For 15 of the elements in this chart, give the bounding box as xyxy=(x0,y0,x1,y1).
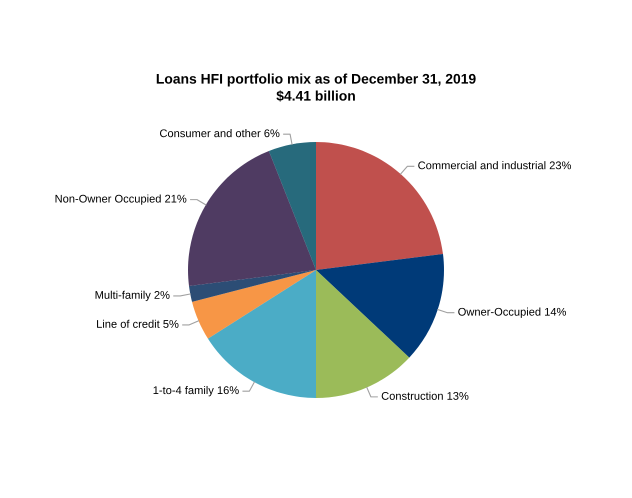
pie-slice xyxy=(188,150,316,286)
pie-slice xyxy=(192,270,316,339)
chart-title: Loans HFI portfolio mix as of December 31, 2019 xyxy=(156,74,476,86)
slice-label: Commercial and industrial 23% xyxy=(418,161,572,170)
slice-label: Line of credit 5% xyxy=(97,320,178,328)
pie-slice xyxy=(268,142,316,270)
slice-label: Non-Owner Occupied 21% xyxy=(56,194,186,205)
slice-label: Consumer and other 6% xyxy=(160,129,280,138)
pie-slice xyxy=(189,270,316,302)
slice-label: Owner-Occupied 14% xyxy=(458,308,566,318)
chart-subtitle: $4.41 billion xyxy=(276,90,355,102)
slice-label: Construction 13% xyxy=(382,392,468,400)
pie-slice xyxy=(316,254,444,358)
slice-label: 1-to-4 family 16% xyxy=(154,386,239,396)
slice-label: Multi-family 2% xyxy=(96,290,170,302)
